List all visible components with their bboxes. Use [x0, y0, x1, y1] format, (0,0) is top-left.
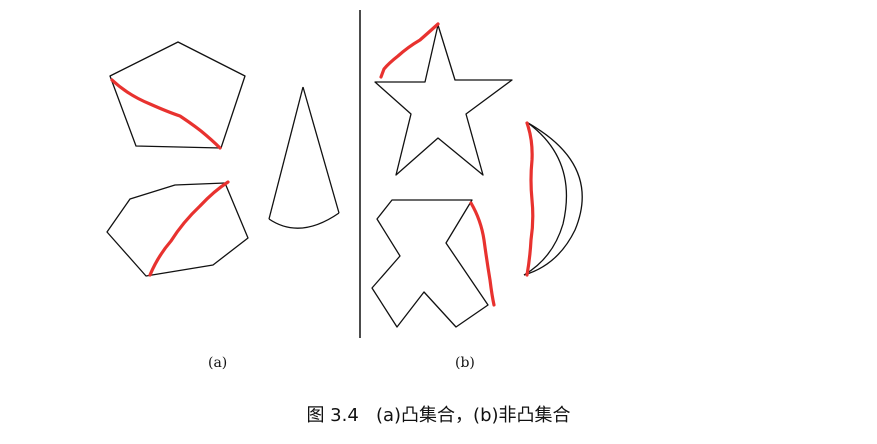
cross-segment — [469, 201, 496, 307]
pentagon-shape — [109, 41, 246, 149]
panel-b-label: (b) — [455, 355, 475, 371]
figure-caption: 图 3.4 (a)凸集合，(b)非凸集合 — [0, 401, 877, 427]
panel-b — [371, 24, 583, 328]
crescent-shape — [523, 122, 583, 276]
caption-number: 图 3.4 — [306, 405, 359, 426]
star-segment — [379, 22, 440, 79]
panel-a-segments — [110, 78, 230, 277]
pentagon-segment — [110, 78, 222, 150]
cone-shape — [268, 86, 340, 229]
crescent-segment — [525, 121, 535, 277]
hexagon-segment — [148, 180, 230, 277]
panel-b-segments — [379, 22, 535, 307]
panel-a-label: (a) — [208, 355, 228, 371]
panel-a — [106, 41, 340, 277]
star-shape — [374, 24, 513, 176]
caption-text: (a)凸集合，(b)非凸集合 — [375, 405, 571, 426]
cross-shape — [371, 199, 489, 328]
hexagon-shape — [106, 182, 249, 277]
